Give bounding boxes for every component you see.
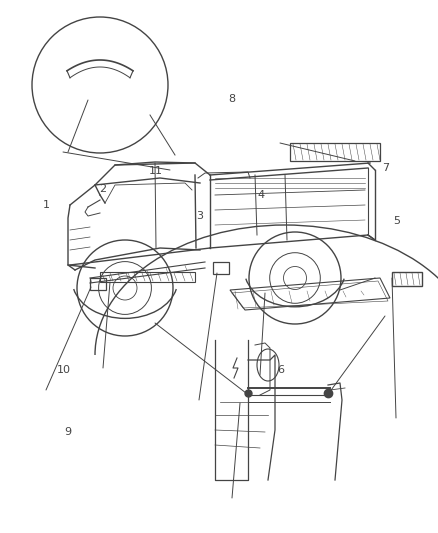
Text: 1: 1 — [42, 200, 49, 210]
Text: 5: 5 — [393, 216, 400, 226]
Text: 6: 6 — [277, 366, 284, 375]
Text: 10: 10 — [57, 366, 71, 375]
Text: 8: 8 — [229, 94, 236, 103]
Text: 7: 7 — [382, 163, 389, 173]
Text: 4: 4 — [257, 190, 264, 199]
Text: 11: 11 — [148, 166, 162, 175]
Text: 9: 9 — [64, 427, 71, 437]
Text: 2: 2 — [99, 184, 106, 194]
Text: 3: 3 — [196, 211, 203, 221]
